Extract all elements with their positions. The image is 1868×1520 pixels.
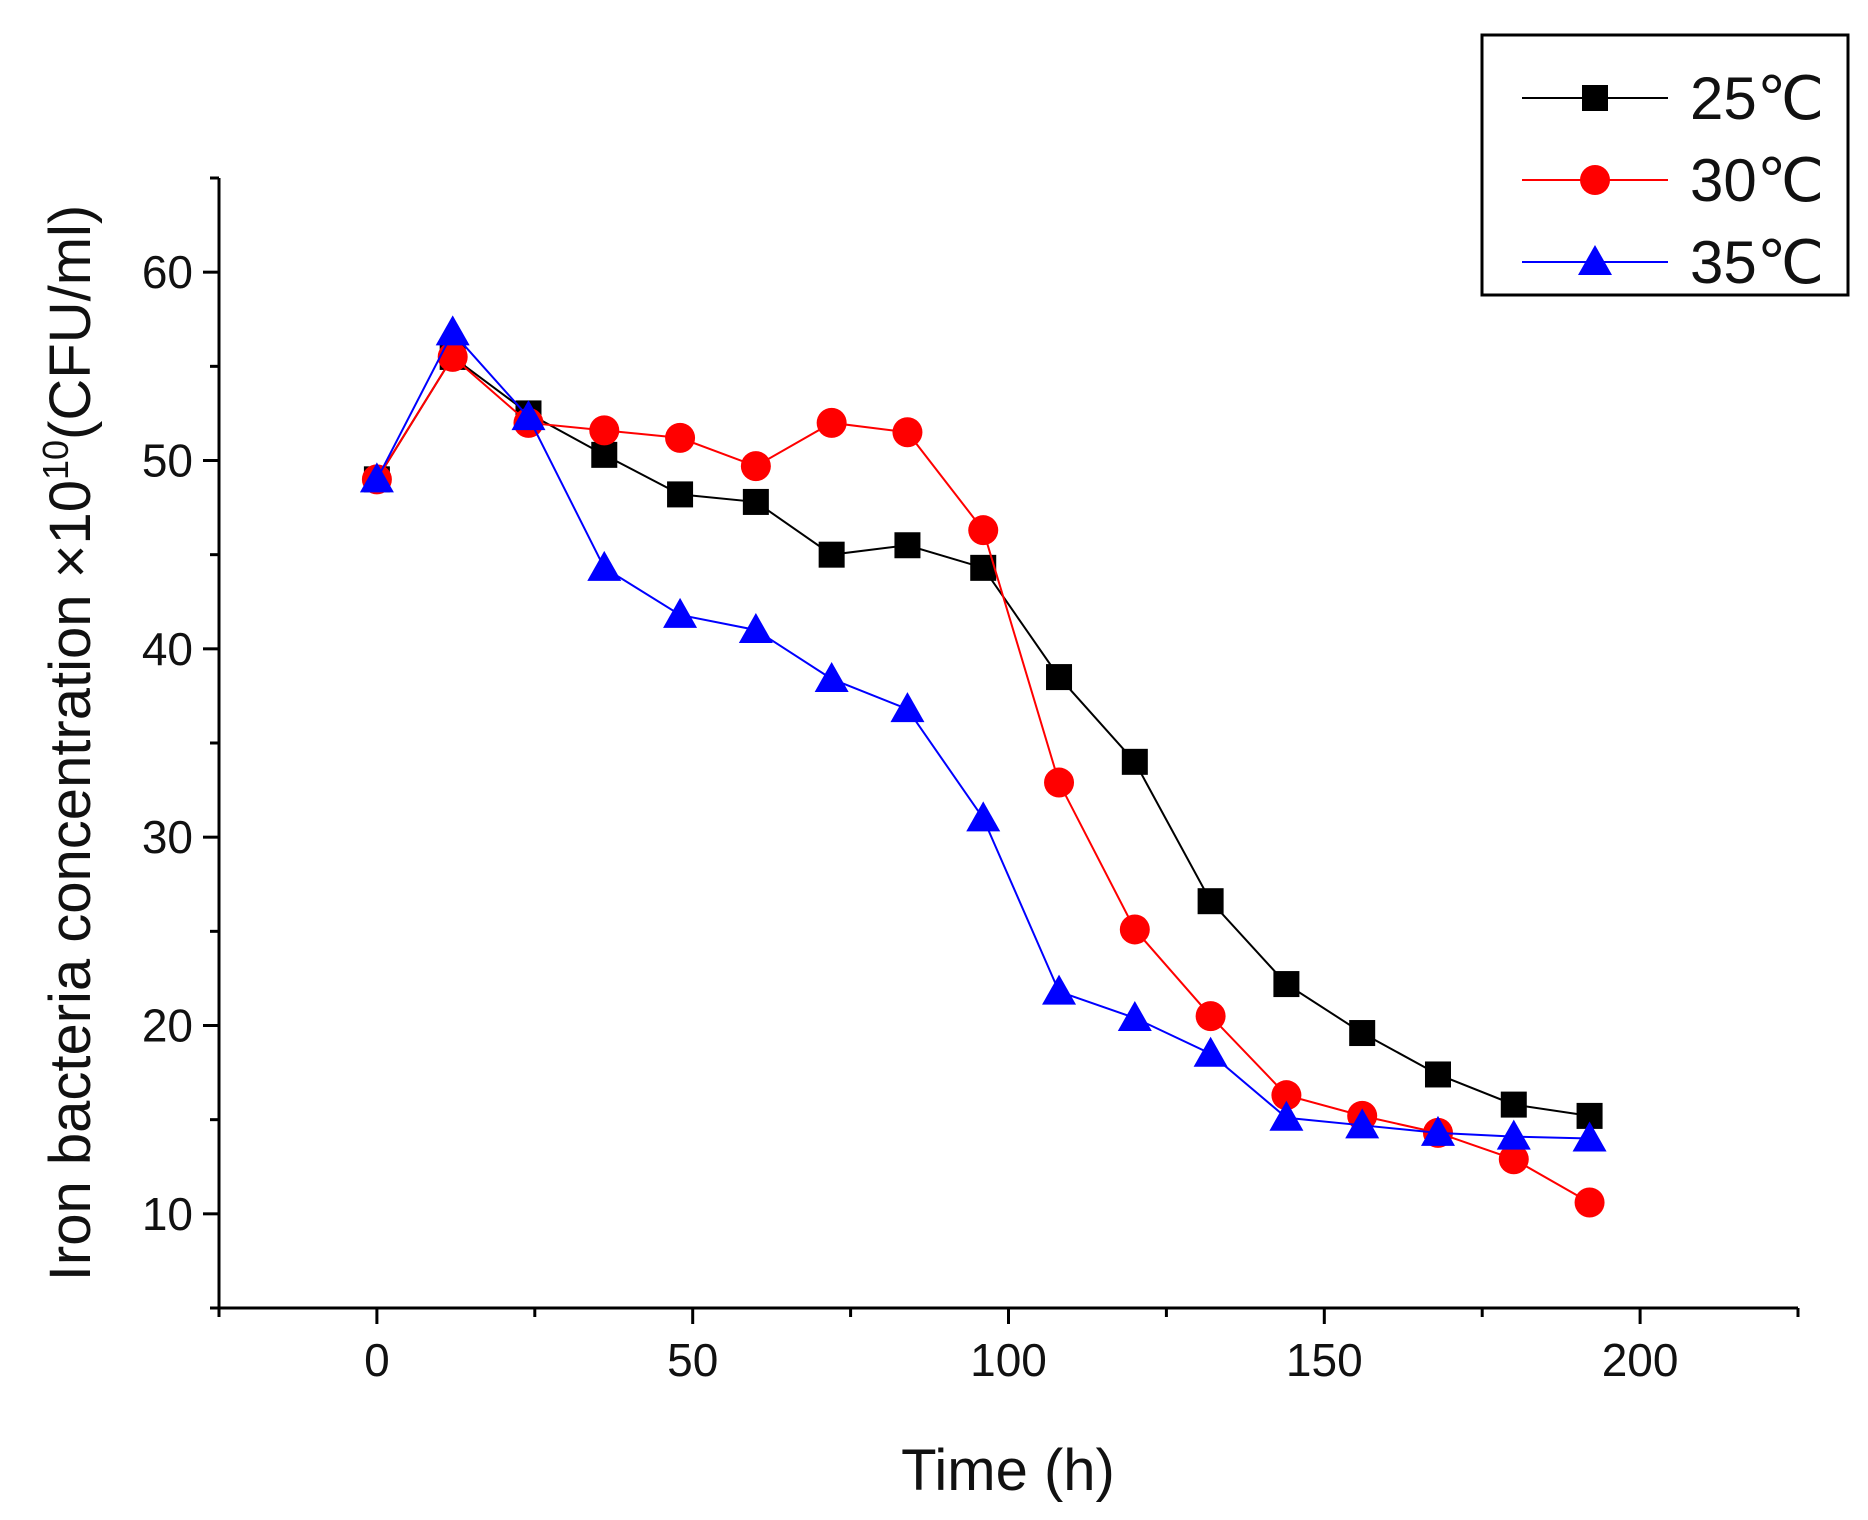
data-point (359, 462, 394, 493)
legend: 25℃ 30℃ 35℃ (1480, 33, 1850, 297)
data-point (890, 692, 925, 723)
x-tick-label: 200 (1602, 1334, 1679, 1386)
y-axis-title: Iron bacteria concentration ×1010(CFU/ml… (35, 205, 103, 1281)
x-tick-label: 50 (667, 1334, 718, 1386)
y-tick-label: 30 (142, 811, 193, 863)
data-point (1496, 1119, 1531, 1150)
data-point (663, 597, 698, 628)
x-ticks: 0 50 100 150 200 (217, 1308, 1800, 1386)
plot-area: 10 20 30 40 50 60 0 50 100 150 200 (142, 176, 1800, 1386)
data-point (742, 488, 769, 515)
data-point (1193, 1036, 1228, 1067)
series-line (376, 355, 1591, 1204)
data-point (1117, 1000, 1152, 1031)
data-point (591, 441, 618, 468)
series-circle (361, 341, 1605, 1218)
data-point (1269, 1100, 1304, 1131)
x-tick-label: 100 (970, 1334, 1047, 1386)
data-point (1044, 767, 1075, 798)
y-tick-label: 60 (142, 246, 193, 298)
legend-item: 25℃ (1522, 65, 1824, 132)
data-point (814, 661, 849, 692)
data-point (816, 407, 847, 438)
legend-label: 35℃ (1690, 229, 1824, 296)
legend-item: 30℃ (1522, 147, 1824, 214)
data-point (1046, 664, 1073, 691)
series-triangle (359, 315, 1607, 1152)
y-axis-title-main: Iron bacteria concentration ×10 (38, 480, 103, 1281)
data-point (1271, 1080, 1302, 1111)
data-point (966, 801, 1001, 832)
x-tick-label: 150 (1286, 1334, 1363, 1386)
y-ticks: 10 20 30 40 50 60 (142, 176, 219, 1310)
data-point (740, 451, 771, 482)
legend-marker (1580, 165, 1610, 195)
data-point (1424, 1061, 1451, 1088)
y-axis-title-exponent: 10 (35, 440, 76, 480)
series-line (376, 355, 1590, 1117)
y-tick-label: 20 (142, 1000, 193, 1052)
data-point (437, 341, 468, 372)
data-point (894, 532, 921, 559)
data-point (1500, 1091, 1527, 1118)
legend-box (1480, 33, 1850, 297)
legend-label: 25℃ (1690, 65, 1824, 132)
data-point (589, 415, 620, 446)
data-point (1572, 1121, 1607, 1152)
data-point (1121, 748, 1148, 775)
y-axis-title-unit: (CFU/ml) (38, 205, 103, 440)
data-point (1195, 1001, 1226, 1032)
data-point (1273, 971, 1300, 998)
data-point (1574, 1187, 1605, 1218)
data-point (1420, 1115, 1455, 1146)
data-point (511, 400, 546, 431)
data-point (1197, 888, 1224, 915)
data-point (587, 550, 622, 581)
data-point (1498, 1144, 1529, 1175)
data-point (667, 481, 694, 508)
legend-label: 30℃ (1690, 147, 1824, 214)
legend-items: 25℃ 30℃ 35℃ (1522, 65, 1824, 296)
y-tick-label: 50 (142, 435, 193, 487)
data-point (968, 515, 999, 546)
y-tick-label: 40 (142, 623, 193, 675)
data-point (1042, 974, 1077, 1005)
data-point (1349, 1020, 1376, 1047)
legend-marker (1578, 245, 1612, 275)
data-point (435, 315, 470, 346)
x-tick-label: 0 (364, 1334, 390, 1386)
series-layer (359, 315, 1607, 1218)
data-point (665, 422, 696, 453)
data-point (818, 541, 845, 568)
series-line (376, 330, 1590, 1140)
legend-item: 35℃ (1522, 229, 1824, 296)
data-point (738, 613, 773, 643)
data-point (892, 417, 923, 448)
legend-marker (1582, 85, 1608, 111)
y-tick-label: 10 (142, 1188, 193, 1240)
series-square (363, 343, 1603, 1129)
x-axis-title: Time (h) (901, 1438, 1115, 1503)
data-point (1345, 1108, 1380, 1139)
data-point (1119, 914, 1150, 945)
